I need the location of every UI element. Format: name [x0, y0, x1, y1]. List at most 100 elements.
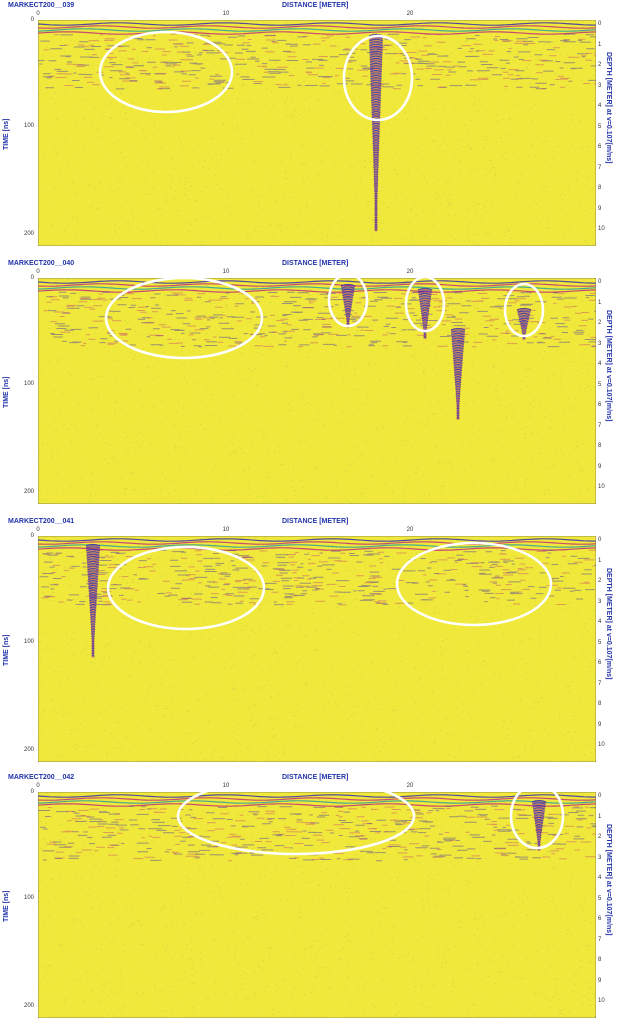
- y-tick-label: 100: [23, 381, 34, 387]
- anomaly-highlight-ellipse: [104, 278, 264, 360]
- depth-tick-label: 1: [598, 813, 602, 820]
- radargram-panel: MARKECT200__039 DISTANCE [METER] 0 10 20 0 100…: [0, 0, 622, 256]
- radargram-plot: [38, 278, 596, 504]
- depth-tick-label: 6: [598, 144, 602, 150]
- depth-axis-label: DEPTH [METER] at v=0.107[m/ns]: [605, 52, 612, 164]
- anomaly-highlight-ellipse: [503, 282, 545, 338]
- depth-axis-label: DEPTH [METER] at v=0.107[m/ns]: [605, 824, 612, 936]
- depth-tick-label: 9: [598, 463, 602, 470]
- radargram-plot: [38, 536, 596, 762]
- depth-tick-label: 5: [598, 895, 602, 902]
- depth-tick-label: 3: [598, 598, 602, 605]
- y-tick-label: 100: [23, 895, 34, 901]
- x-tick-label: 20: [406, 527, 414, 533]
- y-tick-label: 0: [30, 789, 34, 795]
- y-tick-label: 200: [23, 231, 34, 237]
- y-tick-label: 0: [30, 275, 34, 281]
- y-axis-label: TIME [ns]: [3, 376, 10, 409]
- radargram-plot: [38, 20, 596, 246]
- radargram-panel: MARKECT200__041 DISTANCE [METER] 0 10 20 0 100…: [0, 516, 622, 772]
- depth-tick-label: 9: [598, 977, 602, 984]
- anomaly-highlight-ellipse: [509, 792, 565, 850]
- y-tick-label: 200: [23, 1003, 34, 1009]
- x-tick-label: 10: [222, 527, 230, 533]
- anomaly-highlight-ellipse: [395, 541, 553, 627]
- x-tick-label: 10: [222, 11, 230, 17]
- radargram-panel: MARKECT200__042 DISTANCE [METER] 0 10 20 0 100…: [0, 772, 622, 1028]
- anomaly-highlight-ellipse: [106, 545, 266, 631]
- anomaly-highlight-ellipse: [342, 34, 414, 122]
- depth-tick-label: 2: [598, 62, 602, 68]
- y-tick-label: 0: [30, 533, 34, 539]
- depth-axis-label: DEPTH [METER] at v=0.107[m/ns]: [605, 310, 612, 422]
- depth-tick-label: 0: [598, 21, 602, 27]
- x-axis-label: DISTANCE [METER]: [282, 260, 349, 267]
- depth-tick-label: 3: [598, 82, 602, 89]
- y-tick-label: 200: [23, 489, 34, 495]
- depth-tick-label: 1: [598, 557, 602, 564]
- x-axis-label: DISTANCE [METER]: [282, 774, 349, 781]
- depth-tick-label: 4: [598, 619, 602, 625]
- depth-tick-label: 2: [598, 320, 602, 326]
- depth-tick-label: 10: [598, 742, 605, 748]
- y-tick-label: 0: [30, 17, 34, 23]
- y-tick-label: 100: [23, 123, 34, 129]
- depth-tick-label: 5: [598, 123, 602, 130]
- depth-tick-label: 8: [598, 185, 602, 191]
- depth-tick-label: 8: [598, 701, 602, 707]
- x-tick-label: 0: [36, 269, 40, 275]
- anomaly-highlight-ellipse: [98, 30, 234, 114]
- depth-tick-label: 6: [598, 660, 602, 666]
- panel-title: MARKECT200__039: [8, 2, 75, 9]
- depth-tick-label: 7: [598, 164, 602, 171]
- depth-axis-label: DEPTH [METER] at v=0.107[m/ns]: [605, 568, 612, 680]
- anomaly-highlight-ellipse: [404, 278, 446, 333]
- depth-tick-label: 9: [598, 721, 602, 728]
- x-tick-label: 0: [36, 783, 40, 789]
- anomaly-highlight-ellipse: [327, 278, 369, 328]
- x-tick-label: 10: [222, 269, 230, 275]
- depth-tick-label: 5: [598, 381, 602, 388]
- x-tick-label: 20: [406, 11, 414, 17]
- depth-tick-label: 4: [598, 103, 602, 109]
- x-axis-label: DISTANCE [METER]: [282, 518, 349, 525]
- depth-tick-label: 8: [598, 443, 602, 449]
- depth-tick-label: 1: [598, 41, 602, 48]
- depth-tick-label: 9: [598, 205, 602, 212]
- depth-tick-label: 10: [598, 226, 605, 232]
- panel-title: MARKECT200__042: [8, 774, 75, 781]
- y-axis-label: TIME [ns]: [3, 634, 10, 667]
- y-tick-label: 100: [23, 639, 34, 645]
- depth-tick-label: 7: [598, 422, 602, 429]
- panel-title: MARKECT200__041: [8, 518, 75, 525]
- depth-tick-label: 10: [598, 998, 605, 1004]
- radargram-panel: MARKECT200__040 DISTANCE [METER] 0 10 20 0 100…: [0, 258, 622, 514]
- x-tick-label: 0: [36, 11, 40, 17]
- depth-tick-label: 3: [598, 854, 602, 861]
- panel-title: MARKECT200__040: [8, 260, 75, 267]
- depth-tick-label: 4: [598, 875, 602, 881]
- depth-tick-label: 0: [598, 279, 602, 285]
- depth-tick-label: 1: [598, 299, 602, 306]
- depth-tick-label: 7: [598, 680, 602, 687]
- x-tick-label: 0: [36, 527, 40, 533]
- depth-tick-label: 6: [598, 402, 602, 408]
- depth-tick-label: 2: [598, 578, 602, 584]
- y-tick-label: 200: [23, 747, 34, 753]
- depth-tick-label: 5: [598, 639, 602, 646]
- depth-tick-label: 0: [598, 793, 602, 799]
- depth-tick-label: 0: [598, 537, 602, 543]
- depth-tick-label: 3: [598, 340, 602, 347]
- depth-tick-label: 7: [598, 936, 602, 943]
- depth-tick-label: 4: [598, 361, 602, 367]
- depth-tick-label: 2: [598, 834, 602, 840]
- radargram-plot: [38, 792, 596, 1018]
- x-tick-label: 10: [222, 783, 230, 789]
- y-axis-label: TIME [ns]: [3, 890, 10, 923]
- anomaly-highlight-ellipse: [176, 792, 416, 856]
- x-tick-label: 20: [406, 269, 414, 275]
- y-axis-label: TIME [ns]: [3, 118, 10, 151]
- depth-tick-label: 10: [598, 484, 605, 490]
- x-axis-label: DISTANCE [METER]: [282, 2, 349, 9]
- depth-tick-label: 6: [598, 916, 602, 922]
